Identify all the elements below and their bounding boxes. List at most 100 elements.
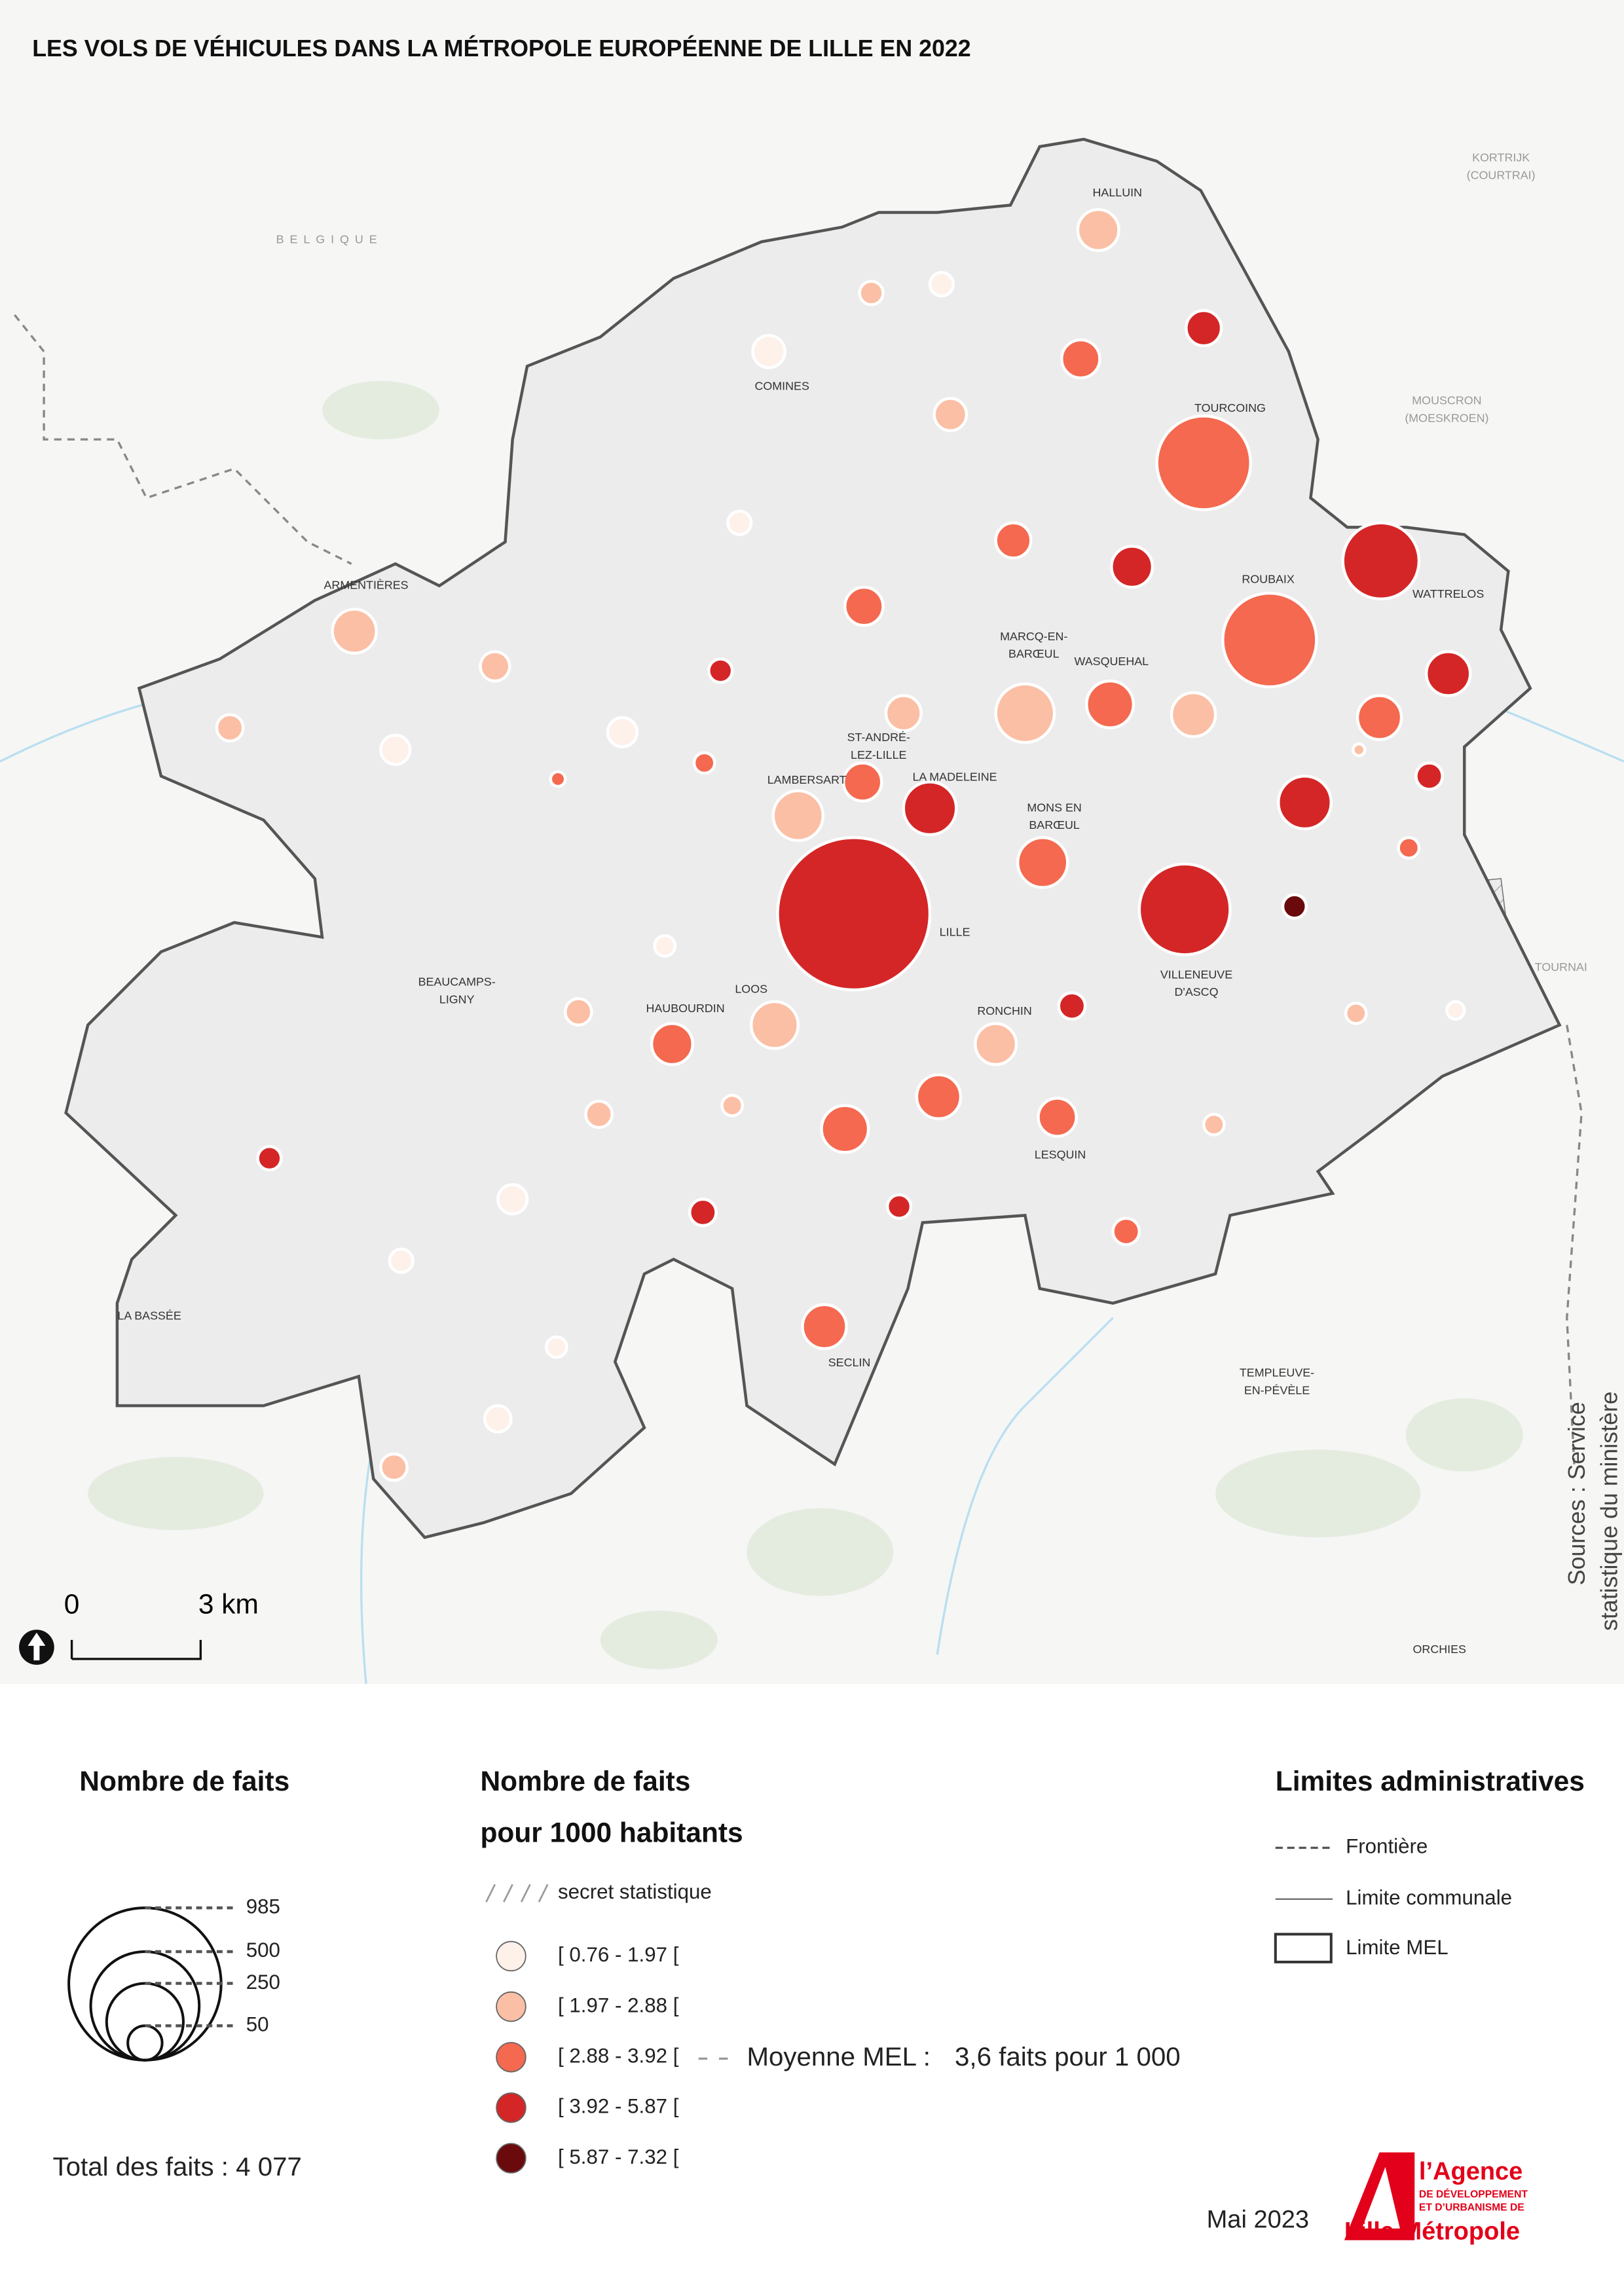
commune-circle — [606, 716, 639, 749]
sources: Sources : Service statistique du ministè… — [1564, 1391, 1622, 1631]
place-label: ORCHIES — [1413, 1643, 1467, 1656]
place-label: LIGNY — [439, 993, 475, 1006]
commune-circle — [1221, 591, 1318, 689]
legend-rate-title: Nombre de faits — [480, 1766, 690, 1797]
class-symbol — [496, 1941, 526, 1972]
place-label: BELGIQUE — [276, 233, 383, 246]
commune-circle — [1352, 742, 1367, 757]
place-label: TOURNAI — [1535, 960, 1587, 974]
place-label: LESQUIN — [1035, 1148, 1086, 1161]
commune-circle — [1155, 414, 1252, 511]
total: Total des faits : 4 077 — [53, 2152, 302, 2181]
legend-size-title: Nombre de faits — [79, 1766, 289, 1797]
commune-circle — [1111, 1216, 1141, 1247]
place-label: LA MADELEINE — [912, 770, 997, 783]
commune-circle — [726, 509, 753, 536]
commune-circle — [1037, 1097, 1078, 1138]
place-label: MARCQ-EN- — [1000, 630, 1067, 643]
place-label: LAMBERSART — [767, 773, 847, 786]
commune-circle — [707, 657, 734, 684]
sources-line: Sources : Service — [1564, 1402, 1590, 1585]
legend-rate-title: pour 1000 habitants — [480, 1818, 743, 1849]
commune-circle — [388, 1247, 415, 1274]
commune-circle — [1424, 650, 1472, 697]
place-label: COMINES — [754, 379, 809, 392]
average-label: Moyenne MEL : — [747, 2042, 930, 2071]
place-label: ROUBAIX — [1242, 573, 1295, 586]
logo: l’Agence DE DÉVELOPPEMENT ET D’URBANISME… — [1344, 2152, 1528, 2246]
logo-text: l’Agence — [1419, 2158, 1522, 2185]
commune-circle — [751, 334, 786, 369]
commune-circle — [801, 1303, 848, 1351]
mel-symbol — [1274, 1933, 1333, 1963]
place-label: RONCHIN — [977, 1004, 1031, 1017]
size-label: 500 — [246, 1939, 280, 1961]
place-label: HALLUIN — [1093, 186, 1143, 199]
commune-circle — [1341, 521, 1421, 601]
limit-label: Limite MEL — [1346, 1936, 1449, 1959]
commune-circle — [776, 836, 932, 992]
commune-circles — [215, 208, 1472, 1482]
class-symbol — [496, 1991, 526, 2022]
size-circle — [89, 1950, 201, 2062]
commune-circle — [1202, 1112, 1226, 1137]
commune-circle — [915, 1073, 963, 1121]
size-label: 50 — [246, 2013, 269, 2036]
commune-circle — [749, 1000, 800, 1050]
place-label: BEAUCAMPS- — [418, 975, 496, 989]
commune-circle — [902, 780, 958, 837]
date: Mai 2023 — [1207, 2206, 1309, 2234]
place-label: LEZ-LILLE — [851, 748, 907, 761]
scale-bar — [70, 1639, 202, 1660]
commune-circle — [843, 585, 885, 627]
commune-circle — [1185, 309, 1223, 348]
commune-circle — [544, 1335, 568, 1359]
commune-circle — [884, 694, 923, 733]
commune-circle — [483, 1404, 513, 1434]
commune-circle — [820, 1104, 870, 1154]
place-label: LOOS — [735, 983, 767, 996]
place-label: MONS EN — [1027, 801, 1081, 814]
commune-circle — [928, 270, 955, 298]
place-label: TEMPLEUVE- — [1240, 1366, 1314, 1379]
class-label: [ 5.87 - 7.32 [ — [558, 2145, 679, 2168]
class-label: [ 3.92 - 5.87 [ — [558, 2095, 679, 2118]
commune-circle — [994, 521, 1033, 560]
commune-circle — [858, 280, 885, 306]
commune-circle — [563, 997, 593, 1027]
commune-circle — [841, 761, 883, 803]
class-label: [ 2.88 - 3.92 [ — [558, 2044, 679, 2067]
sources-line: statistique du ministère — [1596, 1391, 1622, 1631]
place-label: VILLENEUVE — [1160, 968, 1232, 981]
border — [14, 314, 1583, 1465]
commune-circle — [771, 789, 825, 843]
average-text: 3,6 faits pour 1 000 — [955, 2042, 1181, 2071]
commune-circle — [1060, 338, 1101, 380]
commune-circle — [1277, 774, 1333, 831]
logo-text: DE DÉVELOPPEMENT — [1419, 2188, 1528, 2200]
commune-circle — [974, 1022, 1018, 1066]
size-label: 985 — [246, 1895, 280, 1918]
commune-circle — [932, 397, 969, 432]
place-label: LILLE — [940, 925, 970, 938]
class-symbol — [496, 2041, 526, 2073]
class-symbol — [496, 2092, 526, 2123]
commune-circle — [1281, 893, 1308, 920]
commune-circle — [479, 650, 511, 683]
class-symbol — [496, 2143, 526, 2174]
place-label: EN-PÉVÈLE — [1244, 1383, 1310, 1396]
limit-label: Frontière — [1346, 1835, 1428, 1858]
logo-text: ET D’URBANISME DE — [1419, 2202, 1524, 2214]
place-label: BARŒUL — [1029, 818, 1080, 831]
commune-circle — [1414, 761, 1444, 791]
commune-circle — [379, 733, 412, 766]
limit-label: Limite communale — [1346, 1886, 1512, 1909]
class-label: [ 0.76 - 1.97 [ — [558, 1943, 679, 1966]
commune-circle — [256, 1145, 283, 1172]
commune-circle — [584, 1099, 614, 1129]
commune-circle — [688, 1197, 718, 1228]
place-label: MOUSCRON — [1412, 394, 1481, 407]
size-label: 250 — [246, 1971, 280, 1994]
